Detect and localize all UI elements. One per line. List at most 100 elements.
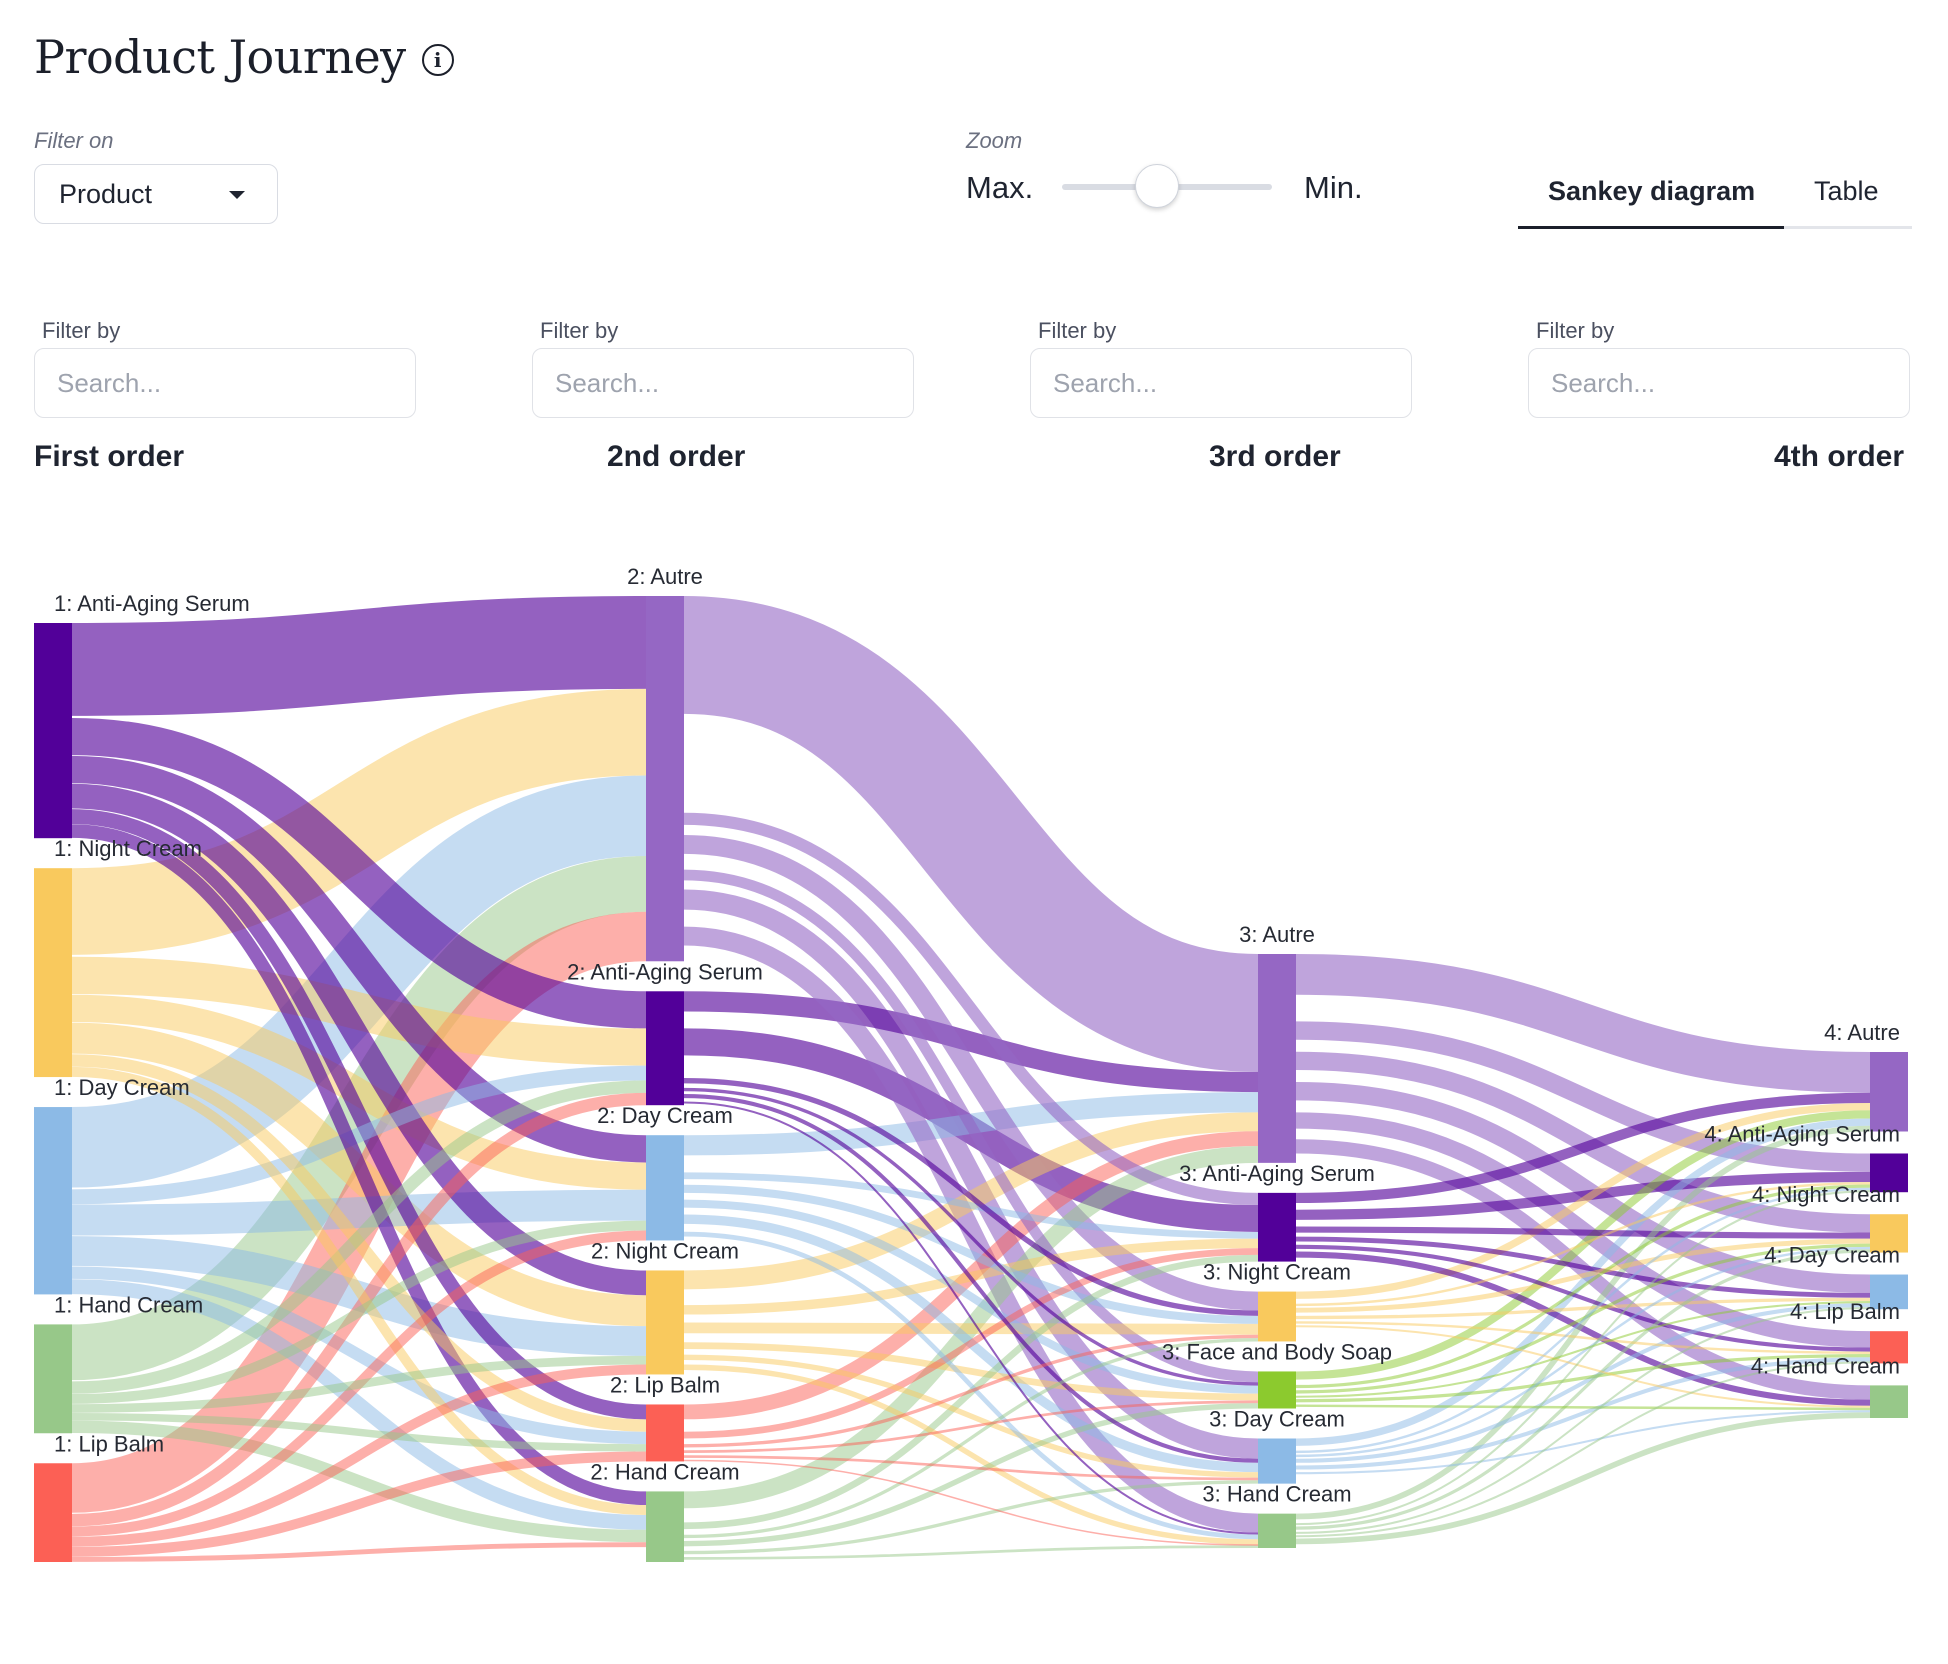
sankey-link[interactable] xyxy=(683,1087,1259,1386)
sankey-link[interactable] xyxy=(1295,1182,1871,1307)
sankey-link[interactable] xyxy=(683,1112,1259,1290)
sankey-link[interactable] xyxy=(683,1094,1259,1463)
sankey-link[interactable] xyxy=(71,1413,647,1452)
sankey-node[interactable] xyxy=(1870,1274,1908,1310)
sankey-node[interactable] xyxy=(646,1404,684,1462)
sankey-link[interactable] xyxy=(1295,1251,1871,1406)
sankey-node[interactable] xyxy=(34,1463,72,1562)
sankey-link[interactable] xyxy=(683,1334,1259,1448)
info-icon[interactable]: i xyxy=(421,44,454,76)
sankey-link[interactable] xyxy=(71,717,647,1029)
sankey-node[interactable] xyxy=(34,1324,72,1434)
sankey-node[interactable] xyxy=(1870,1385,1908,1418)
sankey-link[interactable] xyxy=(71,1542,647,1562)
sankey-link[interactable] xyxy=(683,1231,1259,1540)
sankey-link[interactable] xyxy=(71,1355,647,1413)
sankey-node[interactable] xyxy=(1258,1371,1296,1409)
sankey-link[interactable] xyxy=(683,1172,1259,1239)
sankey-link[interactable] xyxy=(71,1279,647,1530)
sankey-link[interactable] xyxy=(1295,1238,1871,1313)
sankey-link[interactable] xyxy=(71,1451,647,1557)
sankey-link[interactable] xyxy=(71,596,647,716)
sankey-link[interactable] xyxy=(1295,1171,1871,1220)
search-input-2nd-order[interactable] xyxy=(532,348,914,418)
sankey-link[interactable] xyxy=(1295,1249,1871,1530)
sankey-link[interactable] xyxy=(1295,1303,1871,1463)
sankey-node[interactable] xyxy=(34,1107,72,1295)
sankey-link[interactable] xyxy=(1295,1051,1871,1233)
sankey-link[interactable] xyxy=(683,869,1259,1383)
sankey-link[interactable] xyxy=(71,1420,647,1543)
sankey-link[interactable] xyxy=(71,1266,647,1445)
sankey-link[interactable] xyxy=(683,1545,1259,1560)
filter-on-dropdown[interactable]: Product xyxy=(34,164,278,224)
sankey-link[interactable] xyxy=(71,1065,647,1205)
sankey-link[interactable] xyxy=(1295,1021,1871,1172)
sankey-link[interactable] xyxy=(682,596,1260,1072)
sankey-link[interactable] xyxy=(1295,1092,1871,1204)
sankey-link[interactable] xyxy=(683,1455,1259,1481)
sankey-link[interactable] xyxy=(1295,1297,1871,1320)
search-input-4th-order[interactable] xyxy=(1528,348,1910,418)
sankey-link[interactable] xyxy=(1295,1243,1871,1394)
zoom-slider-thumb[interactable] xyxy=(1134,164,1179,208)
sankey-link[interactable] xyxy=(71,994,647,1190)
sankey-link[interactable] xyxy=(683,1459,1259,1546)
sankey-link[interactable] xyxy=(1295,1307,1871,1534)
sankey-node[interactable] xyxy=(34,623,72,839)
sankey-node[interactable] xyxy=(1870,1214,1908,1253)
sankey-link[interactable] xyxy=(1295,1361,1871,1538)
sankey-link[interactable] xyxy=(1295,1325,1871,1408)
sankey-link[interactable] xyxy=(683,1342,1259,1401)
sankey-link[interactable] xyxy=(1295,1190,1871,1526)
sankey-link[interactable] xyxy=(71,1189,647,1236)
sankey-link[interactable] xyxy=(683,1248,1259,1439)
sankey-link[interactable] xyxy=(1295,1412,1871,1545)
sankey-link[interactable] xyxy=(683,1403,1259,1547)
sankey-node[interactable] xyxy=(1258,1291,1296,1342)
sankey-node[interactable] xyxy=(1870,1153,1908,1193)
sankey-link[interactable] xyxy=(71,1080,647,1394)
sankey-node[interactable] xyxy=(1258,954,1296,1163)
sankey-link[interactable] xyxy=(1295,1187,1871,1454)
sankey-node[interactable] xyxy=(1258,1192,1296,1262)
sankey-link[interactable] xyxy=(683,1364,1259,1545)
sankey-node[interactable] xyxy=(646,596,684,962)
sankey-link[interactable] xyxy=(1295,1184,1871,1389)
sankey-link[interactable] xyxy=(1295,1125,1871,1520)
tab-sankey-diagram[interactable]: Sankey diagram xyxy=(1548,176,1756,206)
tab-table[interactable]: Table xyxy=(1814,176,1879,206)
sankey-link[interactable] xyxy=(683,1077,1259,1316)
sankey-node[interactable] xyxy=(646,991,684,1106)
sankey-node[interactable] xyxy=(1870,1052,1908,1132)
sankey-link[interactable] xyxy=(71,688,647,955)
sankey-link[interactable] xyxy=(683,1101,1259,1535)
sankey-node[interactable] xyxy=(1258,1513,1296,1548)
sankey-link[interactable] xyxy=(1295,1082,1871,1293)
sankey-link[interactable] xyxy=(683,1338,1259,1539)
sankey-node[interactable] xyxy=(34,868,72,1078)
sankey-link[interactable] xyxy=(1295,1410,1871,1475)
sankey-link[interactable] xyxy=(71,1066,647,1515)
sankey-node[interactable] xyxy=(646,1270,684,1375)
search-input-first-order[interactable] xyxy=(34,348,416,418)
sankey-link[interactable] xyxy=(71,956,647,1066)
sankey-node[interactable] xyxy=(1870,1331,1908,1364)
sankey-link[interactable] xyxy=(683,1184,1259,1324)
sankey-link[interactable] xyxy=(1295,1354,1871,1403)
sankey-link[interactable] xyxy=(1295,1244,1871,1352)
sankey-link[interactable] xyxy=(683,1199,1259,1394)
sankey-link[interactable] xyxy=(683,991,1259,1093)
sankey-link[interactable] xyxy=(1295,1236,1871,1298)
sankey-link[interactable] xyxy=(1295,1118,1871,1446)
sankey-link[interactable] xyxy=(683,926,1259,1533)
sankey-link[interactable] xyxy=(683,1480,1259,1555)
sankey-link[interactable] xyxy=(1295,1357,1871,1470)
sankey-node[interactable] xyxy=(646,1491,684,1562)
sankey-link[interactable] xyxy=(1295,1226,1871,1239)
sankey-link[interactable] xyxy=(71,1220,647,1404)
sankey-link[interactable] xyxy=(1295,953,1871,1093)
sankey-node[interactable] xyxy=(1258,1438,1296,1484)
search-input-3rd-order[interactable] xyxy=(1030,348,1412,418)
sankey-link[interactable] xyxy=(683,1400,1259,1453)
